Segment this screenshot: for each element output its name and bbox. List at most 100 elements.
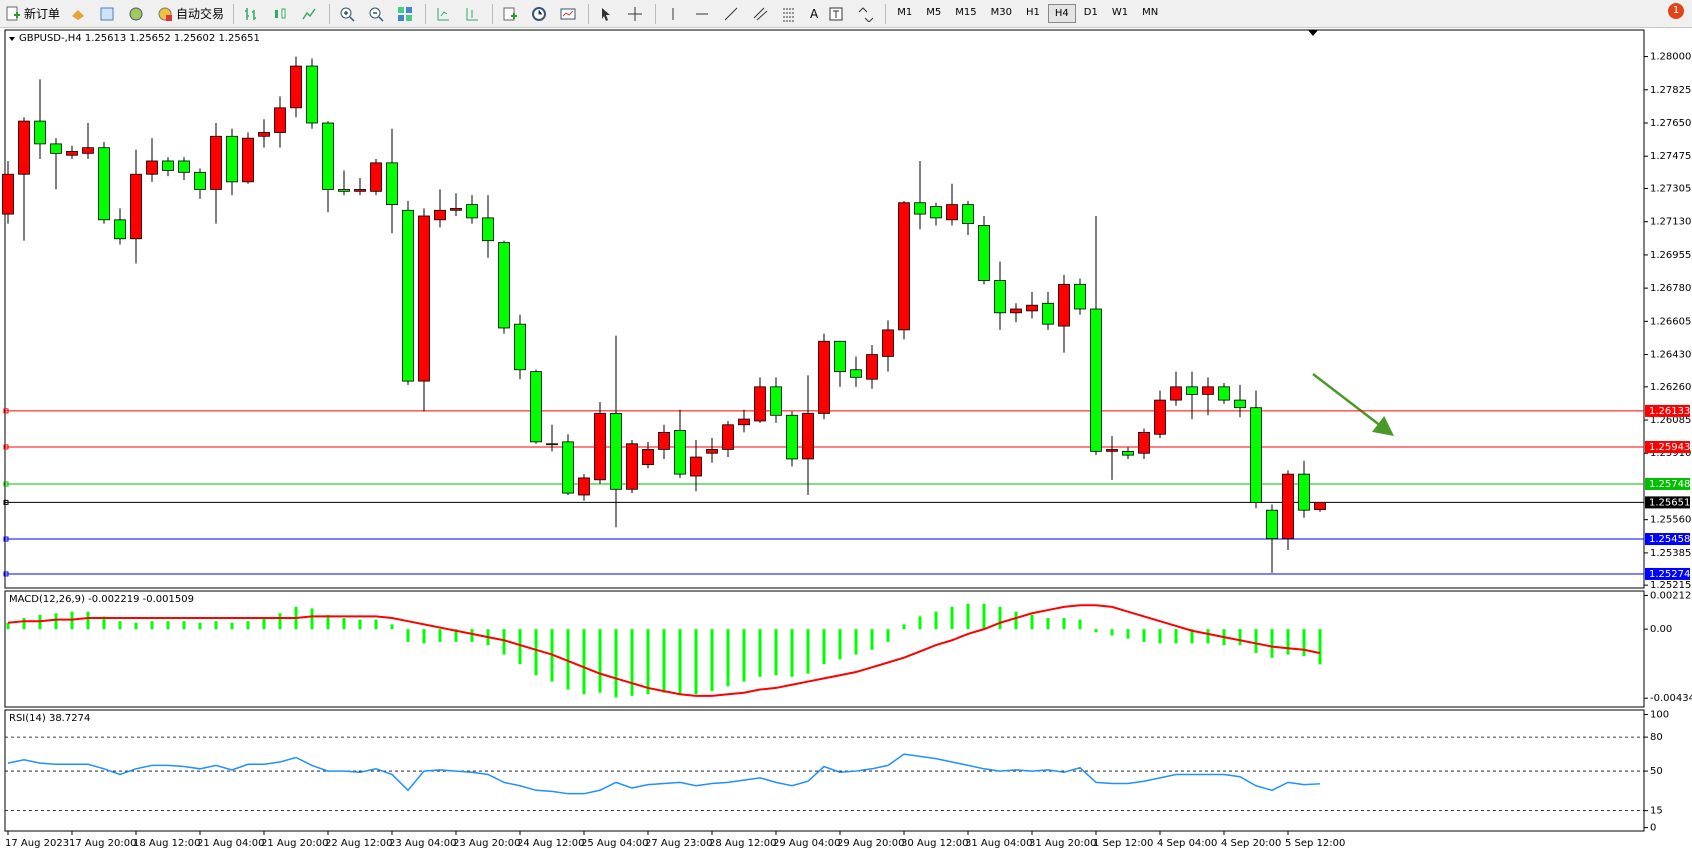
candle-body [754,386,766,422]
timeframe-button[interactable]: H1 [1025,7,1040,18]
tool-button[interactable] [460,3,487,25]
y-tick-label: 1.25560 [1650,515,1691,526]
y-tick-label: 1.25910 [1650,448,1691,459]
tool-button[interactable] [239,3,266,25]
y-tick-label: 1.27650 [1650,118,1691,129]
periods-button[interactable] [527,3,554,25]
channel-button[interactable] [748,3,775,25]
price-label-box [1645,496,1690,509]
price-label: 1.25458 [1649,534,1690,545]
cursor-button[interactable] [594,3,621,25]
candle-body [386,162,398,206]
tool-button[interactable] [297,3,324,25]
tool-button[interactable] [66,3,93,25]
candle-body [1074,283,1086,310]
panel-title: RSI(14) 38.7274 [9,713,90,724]
x-tick-label: 21 Aug 20:00 [261,838,328,849]
price-label-box [1645,477,1690,490]
candle-body [130,173,142,240]
timeframe-button[interactable]: M30 [990,7,1012,18]
fibo-button[interactable] [777,3,804,25]
x-tick-label: 23 Aug 20:00 [453,838,520,849]
x-tick-label: 4 Sep 04:00 [1157,838,1217,849]
y-tick-label: 1.26260 [1650,382,1691,393]
indicators-button[interactable] [498,3,525,25]
hline-button[interactable] [690,3,717,25]
auto-trading-button[interactable]: 自动交易 [153,3,228,25]
crosshair-button[interactable] [623,3,650,25]
tool-button[interactable] [431,3,458,25]
timeframe-button[interactable]: D1 [1083,7,1098,18]
candle-body [786,414,798,460]
timeframe-button[interactable]: M1 [897,7,913,18]
candle-body [594,412,606,481]
y-tick-label: 0 [1650,823,1656,834]
candle-body [418,215,430,382]
zoom-in-button[interactable] [335,3,362,25]
timeframe-button[interactable]: M15 [955,7,977,18]
candle-body [578,477,590,496]
candle-body [162,160,174,171]
candle-body [370,162,382,192]
y-tick-label: 0.00 [1650,624,1672,635]
candle-body [962,204,974,224]
candle-body [146,160,158,175]
candle-body [850,369,862,378]
y-tick-label: 1.27475 [1650,151,1691,162]
timeframe-button[interactable]: MN [1142,7,1159,18]
candle-body [930,206,942,219]
vline-button[interactable] [661,3,688,25]
candle-body [290,65,302,109]
price-label-box [1645,440,1690,453]
price-label: 1.25651 [1649,497,1690,508]
candle-body [1042,302,1054,325]
notification-badge[interactable]: 1 [1668,3,1684,19]
candle-body [642,449,654,466]
timeframes: M1 M5 M15 M30 H1 H4 D1 W1 MN [890,4,1165,23]
price-line-handle [3,481,9,487]
timeframe-button[interactable]: H4 [1047,4,1076,23]
timeframe-button[interactable]: W1 [1111,7,1129,18]
candle-body [562,441,574,494]
x-tick-label: 18 Aug 12:00 [133,838,200,849]
separator [492,3,494,24]
candle-body [434,209,446,221]
candle-body [338,189,350,192]
tool-button[interactable] [95,3,122,25]
candle-body [450,208,462,211]
candle-body [194,171,206,190]
panel-title: MACD(12,26,9) -0.002219 -0.001509 [9,594,194,605]
candle-body [66,151,78,156]
candle-body [546,443,558,446]
y-tick-label: 1.27305 [1650,183,1691,194]
candle-body [1298,473,1310,511]
tile-button[interactable] [393,3,420,25]
main-panel [4,29,1645,589]
candle-body [402,209,414,382]
x-tick-label: 17 Aug 2023 [5,838,69,849]
candle-body [18,120,30,175]
candle-body [50,143,62,154]
candle-body [1090,308,1102,452]
tool-button[interactable] [268,3,295,25]
x-tick-label: 25 Aug 04:00 [581,838,648,849]
candle-body [354,189,366,192]
candle-body [322,122,334,190]
candle-body [258,132,270,137]
arrows-button[interactable] [853,3,880,25]
candle-body [242,137,254,183]
x-tick-label: 28 Aug 12:00 [709,838,776,849]
tool-button[interactable] [124,3,151,25]
y-tick-label: 50 [1650,766,1663,777]
y-tick-label: 1.27130 [1650,217,1691,228]
trendline-button[interactable] [719,3,746,25]
timeframe-button[interactable]: M5 [926,7,942,18]
new-order-button[interactable]: 新订单 [1,3,64,25]
label-button[interactable] [824,3,851,25]
price-label: 1.26133 [1649,406,1690,417]
x-tick-label: 22 Aug 12:00 [325,838,392,849]
text-button[interactable]: A [806,3,822,25]
candle-body [946,204,958,221]
templates-button[interactable] [556,3,583,25]
zoom-out-button[interactable] [364,3,391,25]
